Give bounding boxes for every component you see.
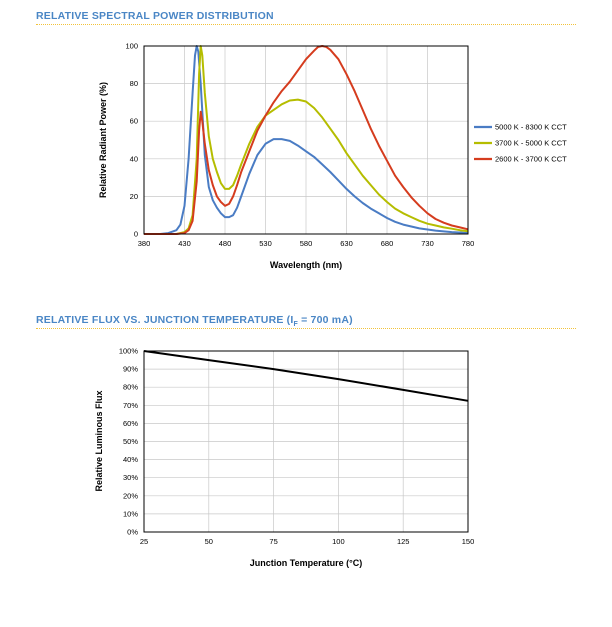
chart2-xlabel: Junction Temperature (°C) <box>250 558 362 568</box>
chart1-xlabel: Wavelength (nm) <box>270 260 342 270</box>
x-tick-label: 150 <box>462 537 475 546</box>
section-divider <box>36 24 576 25</box>
x-tick-label: 430 <box>178 239 191 248</box>
x-tick-label: 630 <box>340 239 353 248</box>
y-tick-label: 0 <box>134 230 138 239</box>
x-tick-label: 100 <box>332 537 345 546</box>
chart1-legend: 5000 K - 8300 K CCT 3700 K - 5000 K CCT 26… <box>474 123 567 164</box>
spectral-section-title: RELATIVE SPECTRAL POWER DISTRIBUTION <box>36 10 274 22</box>
y-tick-label: 40% <box>123 455 138 464</box>
flux-section-title: RELATIVE FLUX VS. JUNCTION TEMPERATURE (… <box>36 314 353 328</box>
y-tick-label: 90% <box>123 365 138 374</box>
flux-title-subscript: F <box>293 321 298 329</box>
y-tick-label: 20 <box>130 192 138 201</box>
y-tick-label: 0% <box>127 528 138 537</box>
y-tick-label: 80% <box>123 383 138 392</box>
series-line <box>144 45 469 235</box>
chart2-ylabel: Relative Luminous Flux <box>94 390 104 491</box>
legend-label: 3700 K - 5000 K CCT <box>495 139 567 148</box>
chart1-ticks: 380 430 480 530 580 630 680 730 780 0 20 40 60 80 100 <box>125 42 474 249</box>
x-tick-label: 50 <box>205 537 213 546</box>
y-tick-label: 100 <box>125 42 138 51</box>
x-tick-label: 780 <box>462 239 475 248</box>
chart2-grid <box>143 350 469 533</box>
x-tick-label: 75 <box>269 537 277 546</box>
relative-flux-chart: 25 50 75 100 125 150 0% 10% 20% 30% 40% 50% 60% 70% 80… <box>94 347 474 569</box>
x-tick-label: 25 <box>140 537 148 546</box>
x-tick-label: 530 <box>259 239 272 248</box>
section-divider <box>36 328 576 329</box>
y-tick-label: 10% <box>123 509 138 518</box>
legend-label: 5000 K - 8300 K CCT <box>495 123 567 132</box>
y-tick-label: 20% <box>123 491 138 500</box>
chart1-plot-border <box>143 45 469 235</box>
x-tick-label: 125 <box>397 537 410 546</box>
chart1-ylabel: Relative Radiant Power (%) <box>98 82 108 198</box>
x-tick-label: 680 <box>381 239 394 248</box>
chart1-series <box>144 45 469 235</box>
series-line <box>144 45 469 235</box>
spectral-power-chart: 380 430 480 530 580 630 680 730 780020406080100 … <box>98 42 567 271</box>
y-tick-label: 100% <box>119 347 139 356</box>
flux-title-prefix: RELATIVE FLUX VS. JUNCTION TEMPERATURE (… <box>36 314 294 326</box>
chart2-plot-border <box>143 350 469 533</box>
x-tick-label: 380 <box>138 239 151 248</box>
chart2-ticks: 25 50 75 100 125 150 0% 10% 20% 30% 40% 50% 60% 70% 80… <box>119 347 474 547</box>
y-tick-label: 40 <box>130 154 138 163</box>
y-tick-label: 80 <box>130 79 138 88</box>
y-tick-label: 60% <box>123 419 138 428</box>
chart2-series <box>143 350 469 402</box>
y-tick-label: 70% <box>123 401 138 410</box>
flux-title-suffix: = 700 mA) <box>297 314 353 326</box>
series-line <box>143 350 469 402</box>
y-tick-label: 60 <box>130 117 138 126</box>
x-tick-label: 730 <box>421 239 434 248</box>
legend-label: 2600 K - 3700 K CCT <box>495 155 567 164</box>
y-tick-label: 30% <box>123 473 138 482</box>
x-tick-label: 480 <box>219 239 232 248</box>
series-line <box>144 45 469 235</box>
x-tick-label: 580 <box>300 239 313 248</box>
y-tick-label: 50% <box>123 437 138 446</box>
